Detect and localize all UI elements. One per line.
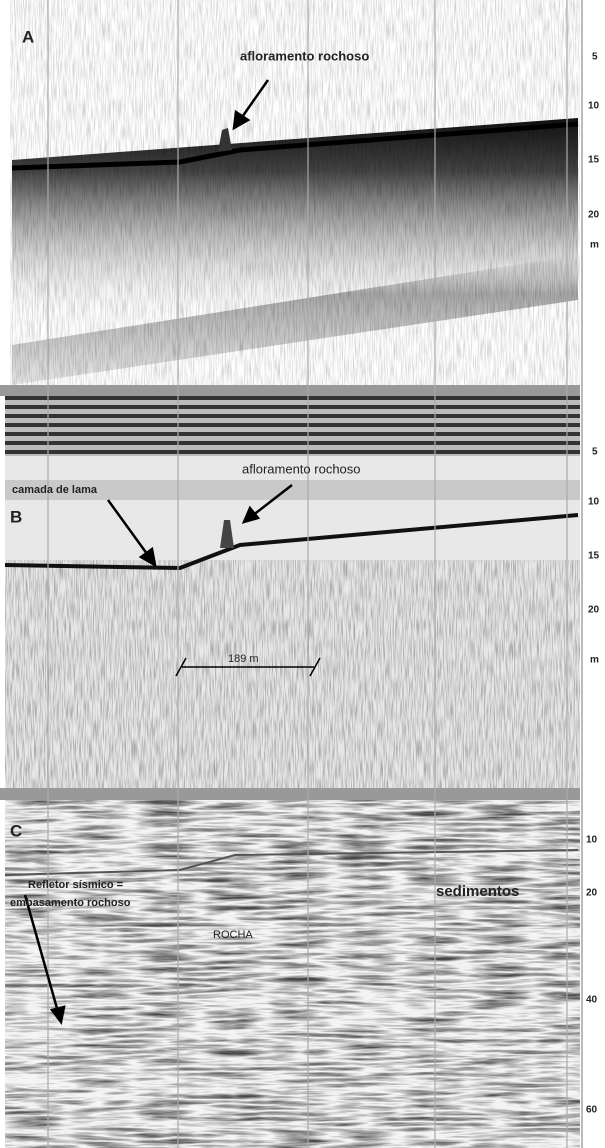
- scale-column: [580, 0, 605, 1148]
- scale-label: 10: [588, 497, 600, 508]
- panel-label: B: [10, 507, 22, 526]
- panel-b: [5, 396, 580, 788]
- page: {"panels": [ {"label": "A", "annotations…: [0, 0, 605, 1148]
- scale-label: 5: [592, 447, 598, 458]
- scale-label: 20: [588, 210, 600, 221]
- scale-label: 20: [588, 605, 600, 616]
- annotation: afloramento rochoso: [242, 461, 361, 476]
- panel-c: [5, 800, 580, 1148]
- scale-label: 15: [588, 551, 600, 562]
- scale-label: 5: [592, 52, 598, 63]
- annotation: camada de lama: [12, 484, 98, 496]
- scale-label: 10: [588, 101, 600, 112]
- scale-unit: m: [590, 655, 599, 666]
- figure: A afloramento rochoso 5 10 15 20 m B cam…: [0, 0, 605, 1148]
- separator: [0, 385, 605, 396]
- panel-label: C: [10, 821, 22, 840]
- separator: [0, 788, 605, 800]
- annotation: Refletor sísmico =: [28, 879, 123, 891]
- annotation: 189 m: [228, 653, 259, 665]
- scale-unit: m: [590, 240, 599, 251]
- annotation: ROCHA: [213, 929, 253, 941]
- annotation: afloramento rochoso: [240, 48, 369, 63]
- scale-label: 40: [586, 995, 598, 1006]
- scale-label: 15: [588, 155, 600, 166]
- annotation: embasamento rochoso: [10, 897, 131, 909]
- panel-label: A: [22, 27, 34, 46]
- annotation: sedimentos: [436, 883, 519, 900]
- scale-label: 60: [586, 1105, 598, 1116]
- scale-label: 20: [586, 888, 598, 899]
- scale-label: 10: [586, 835, 598, 846]
